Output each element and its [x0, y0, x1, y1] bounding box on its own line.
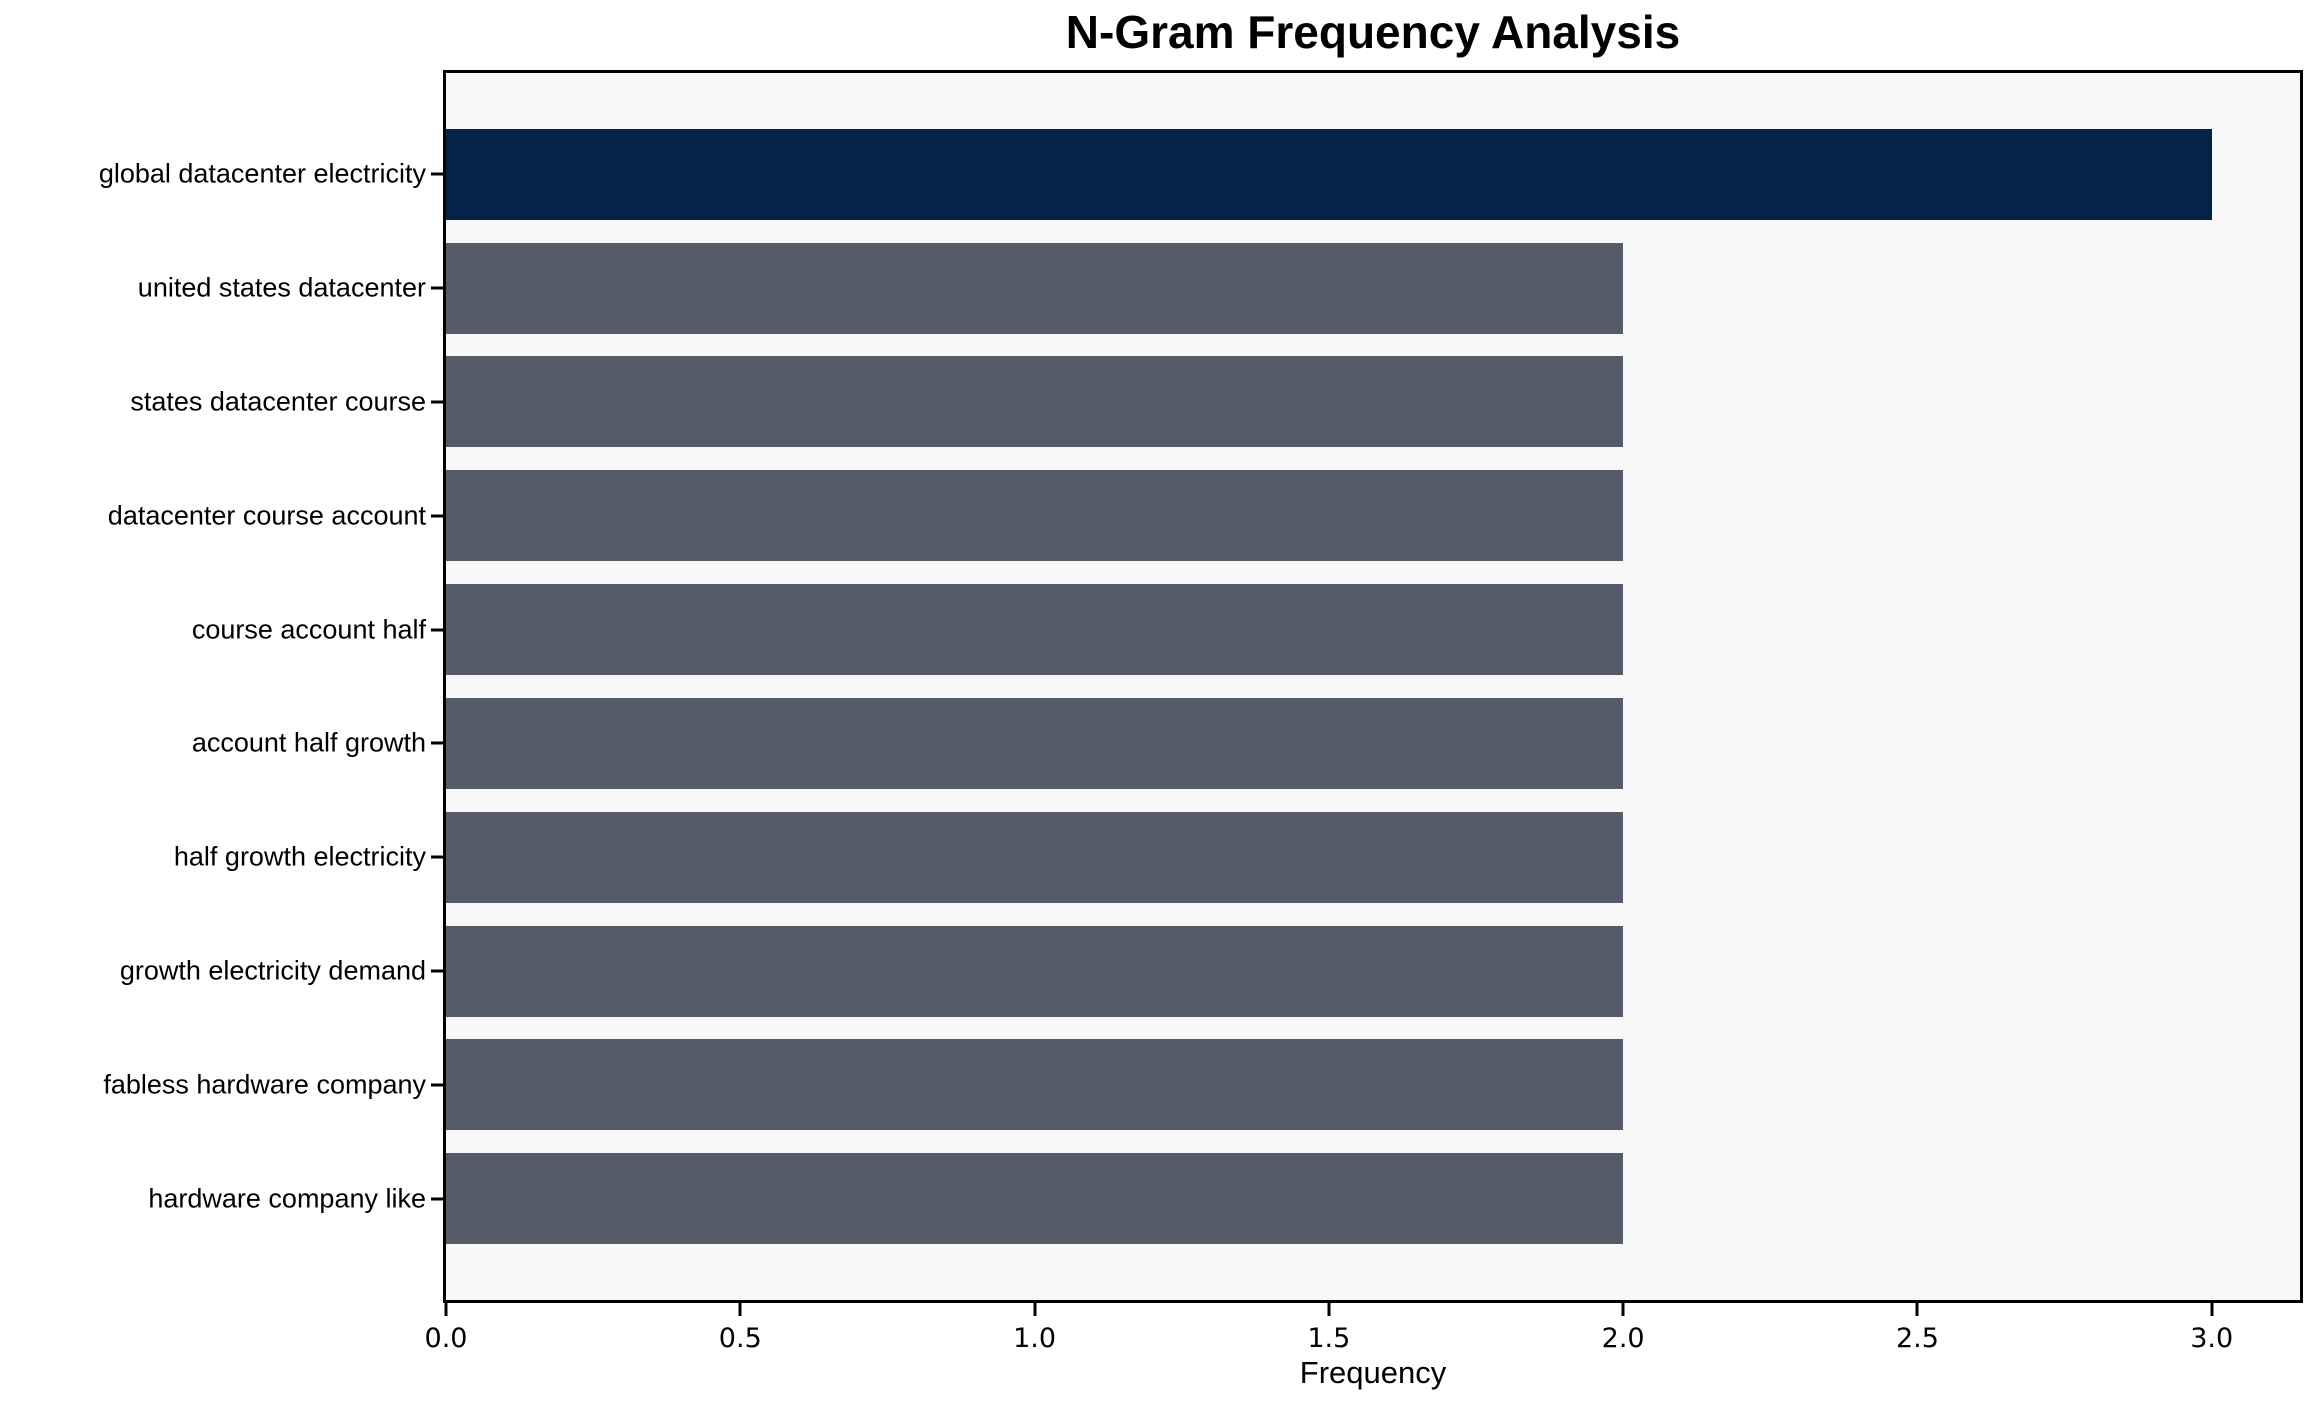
x-tick-label-1.5: 1.5 [1307, 1323, 1351, 1354]
x-tick-label-1.0: 1.0 [1013, 1323, 1057, 1354]
bar-growth-electricity-demand [446, 925, 1624, 1017]
y-tick-mark [431, 628, 443, 632]
y-tick-mark [431, 741, 443, 745]
x-tick-label-0.0: 0.0 [424, 1323, 468, 1354]
x-tick-mark [738, 1303, 742, 1316]
bar-fabless-hardware-company [446, 1039, 1624, 1131]
y-tick-mark [431, 855, 443, 859]
chart-title: N-Gram Frequency Analysis [1065, 6, 1681, 58]
bar-united-states-datacenter [446, 242, 1624, 334]
y-tick-mark [431, 172, 443, 176]
x-axis-label: Frequency [1299, 1355, 1447, 1390]
y-tick-mark [431, 1197, 443, 1201]
x-tick-mark [2210, 1303, 2214, 1316]
x-tick-label-3.0: 3.0 [2190, 1323, 2234, 1354]
x-tick-mark [1327, 1303, 1331, 1316]
bar-half-growth-electricity [446, 811, 1624, 903]
y-tick-label-states-datacenter-course: states datacenter course [130, 386, 426, 417]
y-tick-label-global-datacenter-electricity: global datacenter electricity [98, 158, 426, 189]
bar-global-datacenter-electricity [446, 128, 2212, 220]
y-tick-label-fabless-hardware-company: fabless hardware company [103, 1069, 426, 1100]
x-tick-mark [1033, 1303, 1037, 1316]
x-tick-mark [444, 1303, 448, 1316]
bar-hardware-company-like [446, 1153, 1624, 1245]
bar-account-half-growth [446, 697, 1624, 789]
plot-area [443, 70, 2303, 1303]
y-tick-mark [431, 1083, 443, 1087]
y-tick-label-course-account-half: course account half [191, 614, 426, 645]
y-tick-label-half-growth-electricity: half growth electricity [173, 841, 426, 872]
y-tick-label-united-states-datacenter: united states datacenter [137, 272, 426, 303]
y-tick-label-growth-electricity-demand: growth electricity demand [119, 955, 426, 986]
bar-course-account-half [446, 584, 1624, 676]
x-tick-mark [1621, 1303, 1625, 1316]
y-tick-label-hardware-company-like: hardware company like [148, 1183, 426, 1214]
x-tick-label-2.5: 2.5 [1895, 1323, 1939, 1354]
y-tick-label-account-half-growth: account half growth [191, 727, 426, 758]
y-tick-mark [431, 400, 443, 404]
y-tick-label-datacenter-course-account: datacenter course account [107, 500, 426, 531]
bar-datacenter-course-account [446, 470, 1624, 562]
y-tick-mark [431, 969, 443, 973]
x-tick-label-2.0: 2.0 [1601, 1323, 1645, 1354]
bar-states-datacenter-course [446, 356, 1624, 448]
x-tick-mark [1915, 1303, 1919, 1316]
x-tick-label-0.5: 0.5 [718, 1323, 762, 1354]
y-tick-mark [431, 514, 443, 518]
y-tick-mark [431, 286, 443, 290]
